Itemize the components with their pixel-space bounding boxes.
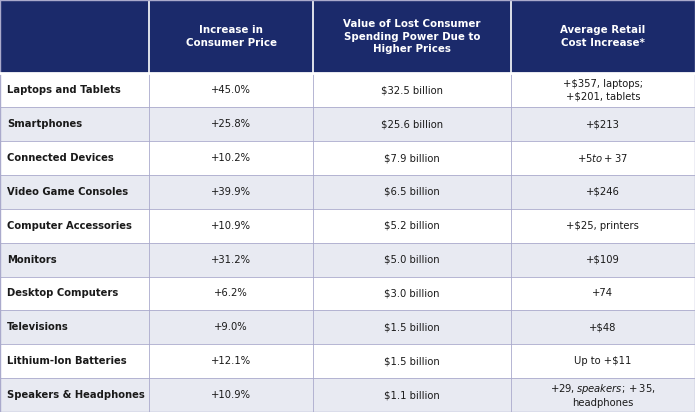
Bar: [0, 0, 149, 73]
Text: Lithium-Ion Batteries: Lithium-Ion Batteries: [7, 356, 126, 366]
Text: Televisions: Televisions: [7, 322, 69, 332]
Bar: [511, 107, 695, 141]
Text: +$109: +$109: [586, 255, 620, 265]
Text: $32.5 billion: $32.5 billion: [381, 85, 443, 95]
Bar: [511, 175, 695, 209]
Bar: [511, 73, 695, 107]
Text: +10.9%: +10.9%: [211, 221, 251, 231]
Bar: [0, 141, 149, 175]
Text: Value of Lost Consumer
Spending Power Due to
Higher Prices: Value of Lost Consumer Spending Power Du…: [343, 19, 480, 54]
Bar: [0, 276, 149, 310]
Bar: [149, 276, 313, 310]
Text: +$213: +$213: [586, 119, 620, 129]
Bar: [511, 378, 695, 412]
Bar: [313, 310, 511, 344]
Bar: [313, 344, 511, 378]
Text: Laptops and Tablets: Laptops and Tablets: [7, 85, 121, 95]
Bar: [313, 175, 511, 209]
Text: Connected Devices: Connected Devices: [7, 153, 114, 163]
Bar: [313, 107, 511, 141]
Text: Average Retail
Cost Increase*: Average Retail Cost Increase*: [560, 25, 646, 48]
Bar: [313, 209, 511, 243]
Text: +$48: +$48: [589, 322, 616, 332]
Text: +$25, printers: +$25, printers: [566, 221, 639, 231]
Bar: [511, 141, 695, 175]
Text: +25.8%: +25.8%: [211, 119, 251, 129]
Bar: [313, 141, 511, 175]
Text: +10.9%: +10.9%: [211, 390, 251, 400]
Bar: [511, 243, 695, 276]
Bar: [149, 0, 313, 73]
Text: Monitors: Monitors: [7, 255, 56, 265]
Bar: [511, 344, 695, 378]
Bar: [0, 107, 149, 141]
Bar: [511, 0, 695, 73]
Text: +12.1%: +12.1%: [211, 356, 251, 366]
Bar: [0, 175, 149, 209]
Bar: [149, 310, 313, 344]
Text: $1.5 billion: $1.5 billion: [384, 356, 440, 366]
Text: +39.9%: +39.9%: [211, 187, 251, 197]
Bar: [313, 378, 511, 412]
Bar: [149, 378, 313, 412]
Bar: [0, 310, 149, 344]
Bar: [149, 73, 313, 107]
Text: +9.0%: +9.0%: [214, 322, 248, 332]
Bar: [149, 141, 313, 175]
Bar: [313, 0, 511, 73]
Text: Smartphones: Smartphones: [7, 119, 82, 129]
Text: Video Game Consoles: Video Game Consoles: [7, 187, 128, 197]
Text: Speakers & Headphones: Speakers & Headphones: [7, 390, 145, 400]
Text: +45.0%: +45.0%: [211, 85, 251, 95]
Text: Up to +$11: Up to +$11: [574, 356, 632, 366]
Text: $5.2 billion: $5.2 billion: [384, 221, 440, 231]
Bar: [149, 107, 313, 141]
Text: +10.2%: +10.2%: [211, 153, 251, 163]
Text: $3.0 billion: $3.0 billion: [384, 288, 439, 298]
Bar: [313, 73, 511, 107]
Text: $1.5 billion: $1.5 billion: [384, 322, 440, 332]
Bar: [313, 276, 511, 310]
Text: +$29, speakers; +$35,
headphones: +$29, speakers; +$35, headphones: [550, 382, 656, 408]
Bar: [149, 344, 313, 378]
Text: +$357, laptops;
+$201, tablets: +$357, laptops; +$201, tablets: [563, 80, 643, 101]
Text: $7.9 billion: $7.9 billion: [384, 153, 440, 163]
Text: +$5 to +$37: +$5 to +$37: [578, 152, 628, 164]
Text: $25.6 billion: $25.6 billion: [381, 119, 443, 129]
Bar: [0, 73, 149, 107]
Bar: [149, 243, 313, 276]
Bar: [149, 209, 313, 243]
Bar: [0, 209, 149, 243]
Text: +31.2%: +31.2%: [211, 255, 251, 265]
Text: +6.2%: +6.2%: [214, 288, 248, 298]
Text: $6.5 billion: $6.5 billion: [384, 187, 440, 197]
Text: Computer Accessories: Computer Accessories: [7, 221, 132, 231]
Bar: [511, 276, 695, 310]
Bar: [0, 378, 149, 412]
Text: $1.1 billion: $1.1 billion: [384, 390, 440, 400]
Bar: [313, 243, 511, 276]
Bar: [511, 310, 695, 344]
Bar: [511, 209, 695, 243]
Text: +$246: +$246: [586, 187, 620, 197]
Text: $5.0 billion: $5.0 billion: [384, 255, 440, 265]
Bar: [0, 243, 149, 276]
Bar: [149, 175, 313, 209]
Text: +74: +74: [592, 288, 614, 298]
Text: Increase in
Consumer Price: Increase in Consumer Price: [186, 25, 277, 48]
Bar: [0, 344, 149, 378]
Text: Desktop Computers: Desktop Computers: [7, 288, 118, 298]
